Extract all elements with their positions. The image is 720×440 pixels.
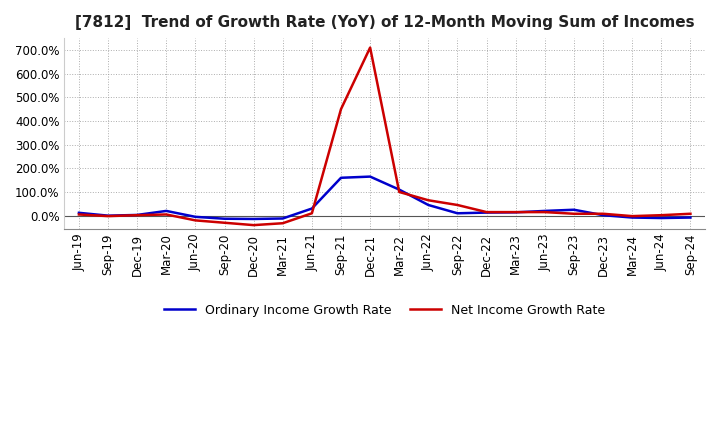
Ordinary Income Growth Rate xyxy=(133,213,142,218)
Net Income Growth Rate xyxy=(424,198,433,203)
Net Income Growth Rate xyxy=(307,211,316,216)
Ordinary Income Growth Rate xyxy=(570,207,578,213)
Ordinary Income Growth Rate xyxy=(104,213,112,218)
Line: Net Income Growth Rate: Net Income Growth Rate xyxy=(79,48,690,225)
Net Income Growth Rate xyxy=(628,213,636,219)
Net Income Growth Rate xyxy=(104,213,112,219)
Ordinary Income Growth Rate xyxy=(424,202,433,208)
Net Income Growth Rate xyxy=(279,220,287,226)
Net Income Growth Rate xyxy=(366,45,374,50)
Net Income Growth Rate xyxy=(570,211,578,216)
Ordinary Income Growth Rate xyxy=(482,210,491,215)
Net Income Growth Rate xyxy=(686,211,695,216)
Net Income Growth Rate xyxy=(511,209,520,215)
Net Income Growth Rate xyxy=(482,209,491,215)
Net Income Growth Rate xyxy=(599,211,608,216)
Net Income Growth Rate xyxy=(337,106,346,112)
Ordinary Income Growth Rate xyxy=(686,215,695,220)
Legend: Ordinary Income Growth Rate, Net Income Growth Rate: Ordinary Income Growth Rate, Net Income … xyxy=(158,298,611,322)
Ordinary Income Growth Rate xyxy=(511,210,520,215)
Net Income Growth Rate xyxy=(249,223,258,228)
Ordinary Income Growth Rate xyxy=(337,175,346,180)
Net Income Growth Rate xyxy=(133,213,142,218)
Ordinary Income Growth Rate xyxy=(249,216,258,222)
Ordinary Income Growth Rate xyxy=(220,216,229,221)
Net Income Growth Rate xyxy=(220,220,229,225)
Net Income Growth Rate xyxy=(395,189,404,194)
Ordinary Income Growth Rate xyxy=(191,214,199,220)
Net Income Growth Rate xyxy=(453,202,462,208)
Net Income Growth Rate xyxy=(162,212,171,217)
Ordinary Income Growth Rate xyxy=(279,216,287,221)
Title: [7812]  Trend of Growth Rate (YoY) of 12-Month Moving Sum of Incomes: [7812] Trend of Growth Rate (YoY) of 12-… xyxy=(75,15,695,30)
Ordinary Income Growth Rate xyxy=(453,211,462,216)
Net Income Growth Rate xyxy=(541,209,549,215)
Net Income Growth Rate xyxy=(191,218,199,223)
Line: Ordinary Income Growth Rate: Ordinary Income Growth Rate xyxy=(79,176,690,219)
Net Income Growth Rate xyxy=(75,212,84,217)
Ordinary Income Growth Rate xyxy=(307,206,316,211)
Ordinary Income Growth Rate xyxy=(599,213,608,218)
Net Income Growth Rate xyxy=(657,213,666,218)
Ordinary Income Growth Rate xyxy=(162,208,171,213)
Ordinary Income Growth Rate xyxy=(657,216,666,221)
Ordinary Income Growth Rate xyxy=(395,187,404,192)
Ordinary Income Growth Rate xyxy=(628,215,636,220)
Ordinary Income Growth Rate xyxy=(541,208,549,213)
Ordinary Income Growth Rate xyxy=(75,210,84,216)
Ordinary Income Growth Rate xyxy=(366,174,374,179)
